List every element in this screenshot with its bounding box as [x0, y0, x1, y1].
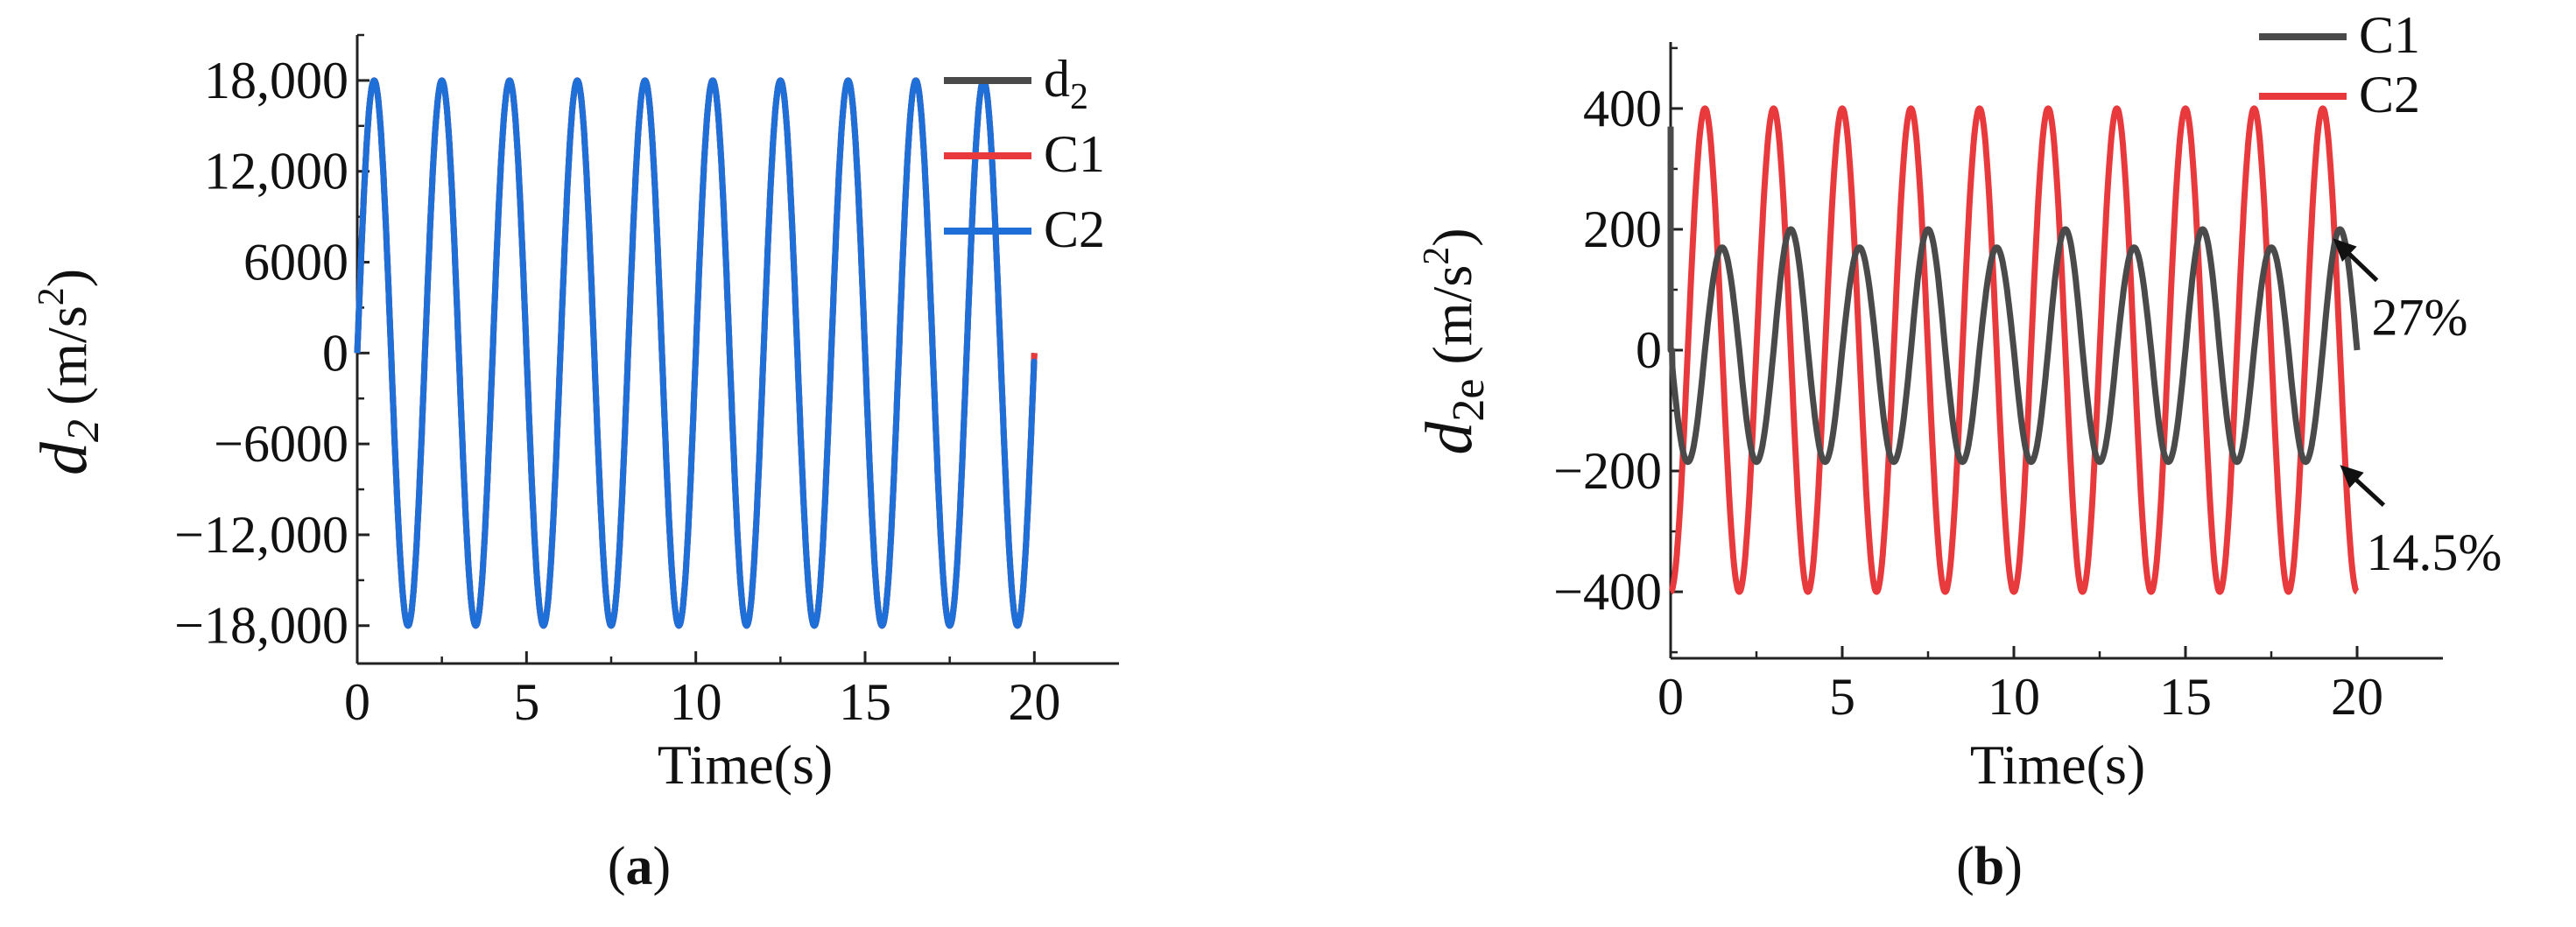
x-tick-label: 5: [513, 673, 539, 731]
y-tick-label: −200: [1553, 442, 1662, 500]
y-tick-label: 18,000: [204, 52, 348, 109]
y-axis-title-a: d2(m/s2): [27, 269, 109, 475]
legend-a: d2 C1 C2: [944, 50, 1105, 258]
series-line-c1: [1667, 126, 2361, 466]
annotations-b: 27% 14.5%: [2333, 238, 2502, 581]
x-tick-label: 0: [344, 673, 370, 731]
x-tick-label: 20: [1008, 673, 1060, 731]
y-tick-label: 0: [322, 324, 348, 382]
y-tick-label: 400: [1583, 80, 1662, 137]
y-tick-label: 0: [1636, 321, 1662, 379]
y-tick-label: 6000: [243, 234, 348, 291]
x-tick-label: 20: [2331, 668, 2383, 726]
y-tick-label: 200: [1583, 200, 1662, 258]
x-tick-label: 0: [1658, 668, 1684, 726]
series-group-b: [1667, 105, 2361, 595]
legend-label: d2: [1044, 50, 1088, 117]
legend-label: C2: [1044, 200, 1105, 258]
tick-labels-a: 0 5 10 15 20 18,000 12,000 6000 0 −6000 −12,000 −18…: [174, 52, 1060, 731]
series-line-c2: [1667, 105, 2361, 595]
annotation-arrowhead: [2340, 465, 2364, 488]
x-tick-label: 10: [670, 673, 722, 731]
series-group-a: [354, 77, 1038, 629]
y-tick-label: −12,000: [174, 506, 348, 564]
chart-a: 0 5 10 15 20 18,000 12,000 6000 0 −6000 −12,000 −18…: [27, 33, 1119, 896]
x-tick-label: 10: [1988, 668, 2040, 726]
annotation-label: 27%: [2372, 288, 2468, 346]
legend-label: C1: [1044, 125, 1105, 183]
panel-caption-a: (a): [608, 837, 671, 896]
y-tick-label: −6000: [214, 415, 348, 473]
y-tick-label: 12,000: [204, 143, 348, 200]
x-tick-label: 15: [839, 673, 891, 731]
x-tick-label: 5: [1829, 668, 1855, 726]
panel-caption-b: (b): [1956, 837, 2023, 896]
x-tick-label: 15: [2159, 668, 2212, 726]
y-tick-label: −18,000: [174, 597, 348, 655]
y-tick-label: −400: [1553, 563, 1662, 621]
annotation-label: 14.5%: [2366, 523, 2502, 581]
annotation-arrowhead: [2333, 238, 2357, 262]
tick-labels-b: 0 5 10 15 20 400 200 0 −200 −400: [1553, 80, 2383, 726]
series-line-c2: [354, 77, 1038, 629]
x-axis-title-a: Time(s): [658, 734, 833, 796]
legend-label: C1: [2359, 6, 2420, 64]
x-axis-title-b: Time(s): [1970, 734, 2145, 796]
legend-label: C2: [2359, 66, 2420, 123]
y-axis-title-b: d2e(m/s2): [1412, 228, 1494, 454]
